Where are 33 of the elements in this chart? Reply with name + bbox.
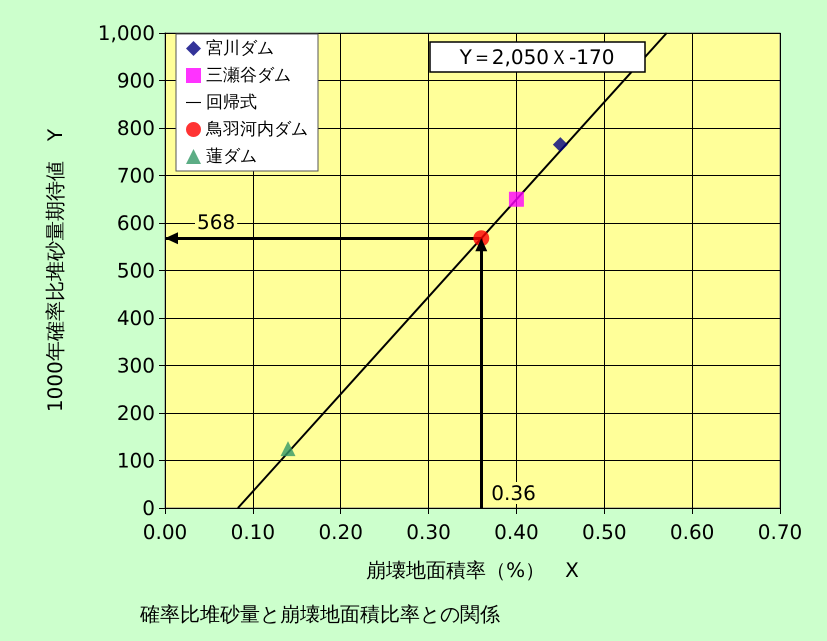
y-axis-title: 1000年確率比堆砂量期待値 Y (43, 128, 67, 412)
y-tick-label: 900 (116, 68, 155, 92)
y-tick-label: 400 (116, 306, 155, 330)
ref-line-label: 568 (197, 210, 236, 234)
y-tick-label: 600 (116, 211, 155, 235)
legend-label: 蓮ダム (206, 146, 257, 166)
y-tick-label: 100 (116, 448, 155, 472)
annotation: Y＝2,050Ｘ-170 (458, 45, 614, 69)
y-tick-label: 1,000 (98, 21, 155, 45)
y-tick-label: 0 (142, 496, 155, 520)
legend-label: 宮川ダム (206, 38, 274, 58)
y-tick-label: 200 (116, 401, 155, 425)
x-tick-label: 0.10 (230, 520, 276, 544)
y-tick-label: 500 (116, 258, 155, 282)
x-tick-label: 0.30 (406, 520, 451, 544)
x-tick-label: 0.40 (494, 520, 539, 544)
y-tick-label: 800 (116, 116, 155, 140)
x-tick-label: 0.50 (582, 520, 627, 544)
x-tick-label: 0.00 (142, 520, 188, 544)
point (552, 137, 568, 152)
legend-label: 三瀬谷ダム (206, 66, 291, 86)
text: 確率比堆砂量と崩壊地面積比率との関係 (139, 602, 500, 626)
ref-line-label: 0.36 (491, 481, 536, 505)
y-tick-label: 300 (116, 354, 155, 378)
x-tick-label: 0.20 (318, 520, 363, 544)
legend-label: 回帰式 (206, 92, 257, 112)
legend-label: 鳥羽河内ダム (205, 120, 308, 140)
y-tick-label: 700 (116, 164, 155, 188)
x-axis-title: 崩壊地面積率（%） X (366, 558, 580, 582)
x-tick-label: 0.70 (758, 520, 802, 544)
x-tick-label: 0.60 (670, 520, 714, 544)
point (280, 441, 296, 456)
point (508, 192, 524, 207)
